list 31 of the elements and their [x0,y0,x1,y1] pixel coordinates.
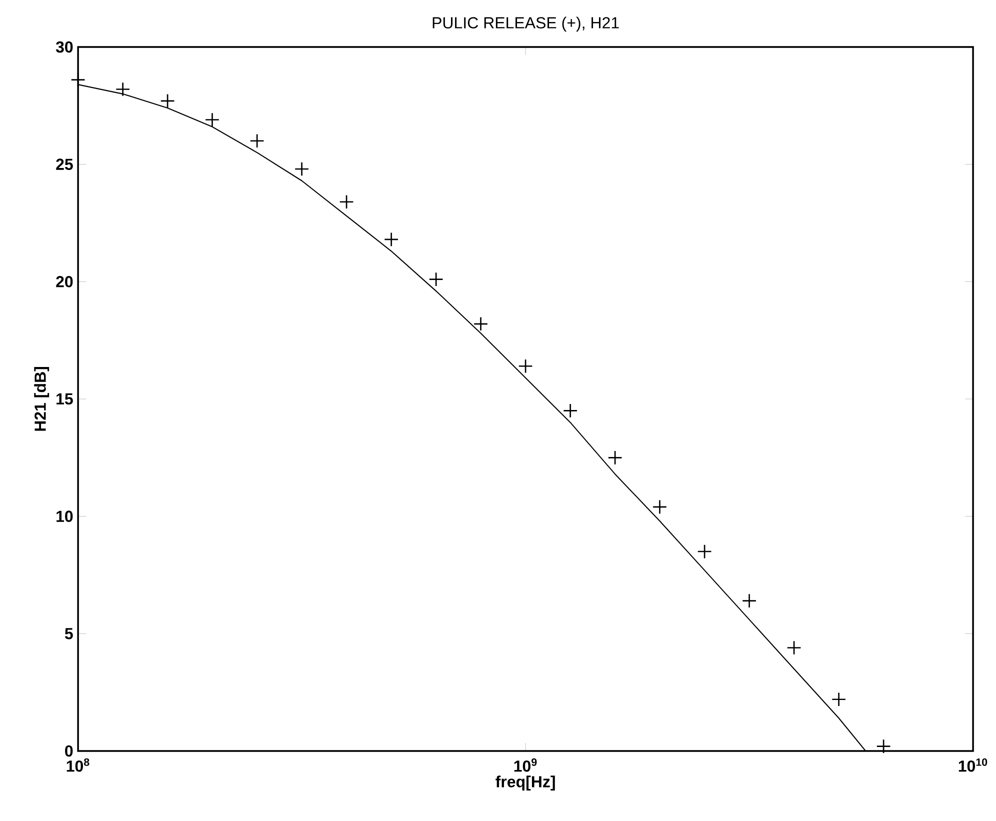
y-tick-label: 30 [56,41,73,53]
point [428,272,444,287]
point [160,94,175,108]
point [250,134,264,148]
point [384,232,399,247]
y-tick-label: 0 [65,745,73,757]
chart-title: PULIC RELEASE (+), H21 [432,16,619,32]
x-tick-label: 10$^{9}$ [514,758,537,772]
point [204,112,220,128]
y-axis-title: H21 [dB] [34,367,50,431]
point [876,738,891,754]
point [831,692,846,707]
point [339,194,354,210]
point [608,450,622,465]
y-tick-label: 15 [56,393,73,405]
point [294,162,310,176]
point [786,640,802,656]
y-tick-label: 10 [56,510,73,522]
x-tick-label: 10$^{8}$ [66,758,90,772]
y-tick-label: 5 [64,628,73,640]
point [562,403,578,418]
point [115,82,130,97]
point [473,316,488,332]
y-tick-label: 25 [56,158,73,170]
point [697,544,712,559]
x-axis-title: freq[Hz] [496,776,555,791]
y-tick-label: 20 [56,276,73,288]
point [518,358,533,374]
x-tick-label: 10$^{10}$ [958,758,988,772]
point [652,500,668,514]
point [742,593,757,608]
